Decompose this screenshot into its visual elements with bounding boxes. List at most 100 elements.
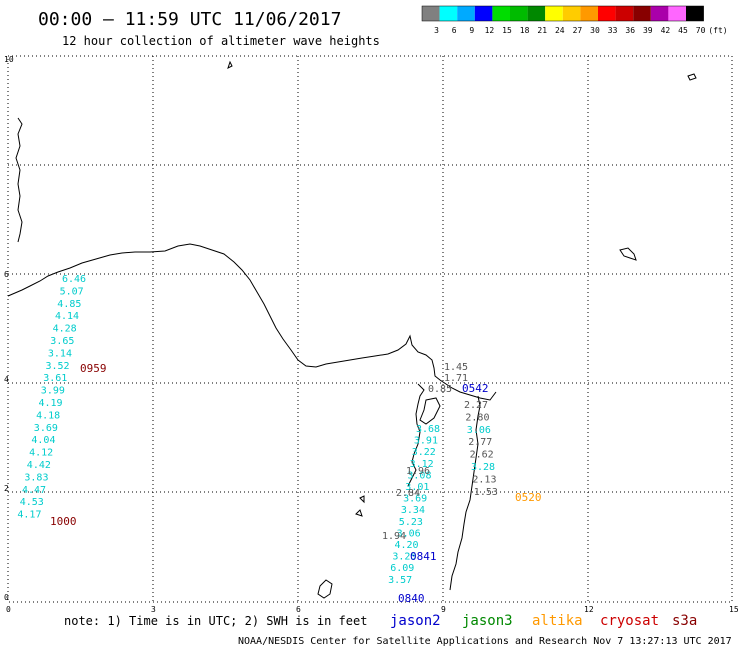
legend-swatch <box>598 6 616 21</box>
wave-value-jason3-west: 4.47 <box>22 485 46 496</box>
legend-swatch <box>492 6 510 21</box>
y-tick: 4 <box>4 375 9 384</box>
x-tick: 12 <box>584 605 594 614</box>
wave-value-jason3-central: 3.01 <box>405 482 429 493</box>
islet-northeast <box>687 73 697 81</box>
satellite-name-jason3: jason3 <box>462 613 513 629</box>
wave-value-jason3-central: 3.34 <box>401 505 425 516</box>
wave-value-jason3-west: 3.61 <box>43 373 67 384</box>
wave-value-jason3-west: 3.83 <box>24 472 48 483</box>
x-axis-ticks: 0 3 6 9 12 15 <box>6 605 739 614</box>
islet-north <box>227 60 233 69</box>
coastline <box>7 60 697 599</box>
legend-label: 39 <box>643 26 653 35</box>
wave-value-jason3-west: 3.52 <box>46 361 70 372</box>
pass-label-0959: 0959 <box>80 362 107 375</box>
pass-time-labels: 0959 1000 0542 0841 0840 0520 <box>50 362 542 605</box>
map-title: 00:00 – 11:59 UTC 11/06/2017 <box>38 9 341 30</box>
wave-value-jason3-west: 3.65 <box>50 336 74 347</box>
x-tick: 15 <box>729 605 739 614</box>
legend-label: 42 <box>661 26 671 35</box>
wave-value-jason3-west: 4.85 <box>57 299 81 310</box>
y-tick: 0 <box>4 593 9 602</box>
y-axis-ticks: 0 2 4 6 10 <box>4 55 14 602</box>
wave-value-gray: 1.71 <box>444 373 468 384</box>
north-coast <box>7 243 497 401</box>
map-grid <box>7 55 733 603</box>
x-tick: 0 <box>6 605 11 614</box>
wave-value-jason3-central: 3.06 <box>397 528 421 539</box>
wave-value-jason3-central: 3.69 <box>403 494 427 505</box>
color-scale-legend: 3 6 9 12 15 18 21 24 27 30 33 36 39 42 45 70 (ft) <box>421 5 728 35</box>
footer-note: note: 1) Time is in UTC; 2) SWH is in fe… <box>64 614 367 628</box>
wave-value-jason3-central: 6.09 <box>390 563 414 574</box>
legend-label: 6 <box>452 26 457 35</box>
wave-value-jason3-west: 4.18 <box>36 410 60 421</box>
legend-swatch <box>527 6 546 21</box>
pass-label-0840: 0840 <box>398 592 425 605</box>
x-tick: 6 <box>296 605 301 614</box>
island-south <box>317 579 333 599</box>
legend-label: 18 <box>520 26 530 35</box>
legend-label: 36 <box>625 26 635 35</box>
legend-swatch <box>686 6 704 21</box>
wave-value-altika-track: 2.13 <box>472 474 496 485</box>
wave-value-jason3-west: 4.14 <box>55 311 79 322</box>
x-tick: 3 <box>151 605 156 614</box>
wave-height-tracks: 6.465.07 4.854.14 4.283.653.14 3.523.61 3.99… <box>17 274 497 586</box>
wave-value-altika-track: 2.62 <box>470 450 494 461</box>
wave-value-altika-track: 3.28 <box>471 462 495 473</box>
legend-swatch <box>633 6 651 21</box>
pass-label-1000: 1000 <box>50 515 77 528</box>
wave-value-jason3-west: 4.12 <box>29 448 53 459</box>
wave-value-altika-track: 2.77 <box>468 437 492 448</box>
wave-value-jason3-central: 3.57 <box>388 575 412 586</box>
pass-label-0542: 0542 <box>462 382 489 395</box>
legend-label: 33 <box>608 26 618 35</box>
wave-value-jason3-west: 4.04 <box>31 435 55 446</box>
legend-swatch <box>474 6 493 21</box>
legend-label: 21 <box>537 26 547 35</box>
satellite-name-s3a: s3a <box>672 613 697 629</box>
legend-label: 9 <box>469 26 474 35</box>
island-small <box>419 397 441 425</box>
credit-line: NOAA/NESDIS Center for Satellite Applica… <box>238 636 732 647</box>
wave-value-altika-track: 2.80 <box>465 412 489 423</box>
wave-value-jason3-west: 3.99 <box>41 386 65 397</box>
legend-label: 15 <box>502 26 512 35</box>
y-tick: 6 <box>4 270 9 279</box>
wave-value-altika-track: 1.53 <box>474 487 498 498</box>
wave-value-gray: 1.45 <box>444 362 468 373</box>
satellite-name-jason2: jason2 <box>390 613 441 629</box>
wave-value-jason3-west: 3.69 <box>34 423 58 434</box>
legend-label: 45 <box>678 26 688 35</box>
satellite-name-cryosat: cryosat <box>600 613 659 629</box>
wave-value-gray: 0.85 <box>428 384 452 395</box>
wave-value-jason3-central: 3.22 <box>412 447 436 458</box>
wave-value-jason3-central: 4.20 <box>395 540 419 551</box>
islet-coast <box>355 509 363 517</box>
wave-value-jason3-west: 4.17 <box>17 510 41 521</box>
legend-swatch <box>580 6 598 21</box>
wave-value-jason3-central: 5.23 <box>399 517 423 528</box>
x-tick: 9 <box>441 605 446 614</box>
legend-swatch <box>668 6 686 21</box>
legend-swatch <box>422 6 440 21</box>
wave-value-altika-track: 2.27 <box>464 400 488 411</box>
wave-value-jason3-west: 4.28 <box>53 324 77 335</box>
wave-value-jason3-central: 3.68 <box>416 424 440 435</box>
east-peninsula-coast <box>407 383 425 487</box>
wave-value-altika-track: 3.06 <box>467 425 491 436</box>
legend-label: 30 <box>590 26 600 35</box>
islet-coast-2 <box>359 495 365 504</box>
legend-swatch <box>510 6 528 21</box>
west-coast <box>15 117 23 243</box>
wave-value-jason3-central: 3.91 <box>414 436 438 447</box>
wave-value-gray: 1.96 <box>406 466 430 477</box>
pass-label-0520: 0520 <box>515 491 542 504</box>
legend-label: 24 <box>555 26 565 35</box>
legend-label: 3 <box>434 26 439 35</box>
legend-label: 70 <box>696 26 706 35</box>
wave-value-jason3-west: 5.07 <box>60 286 84 297</box>
